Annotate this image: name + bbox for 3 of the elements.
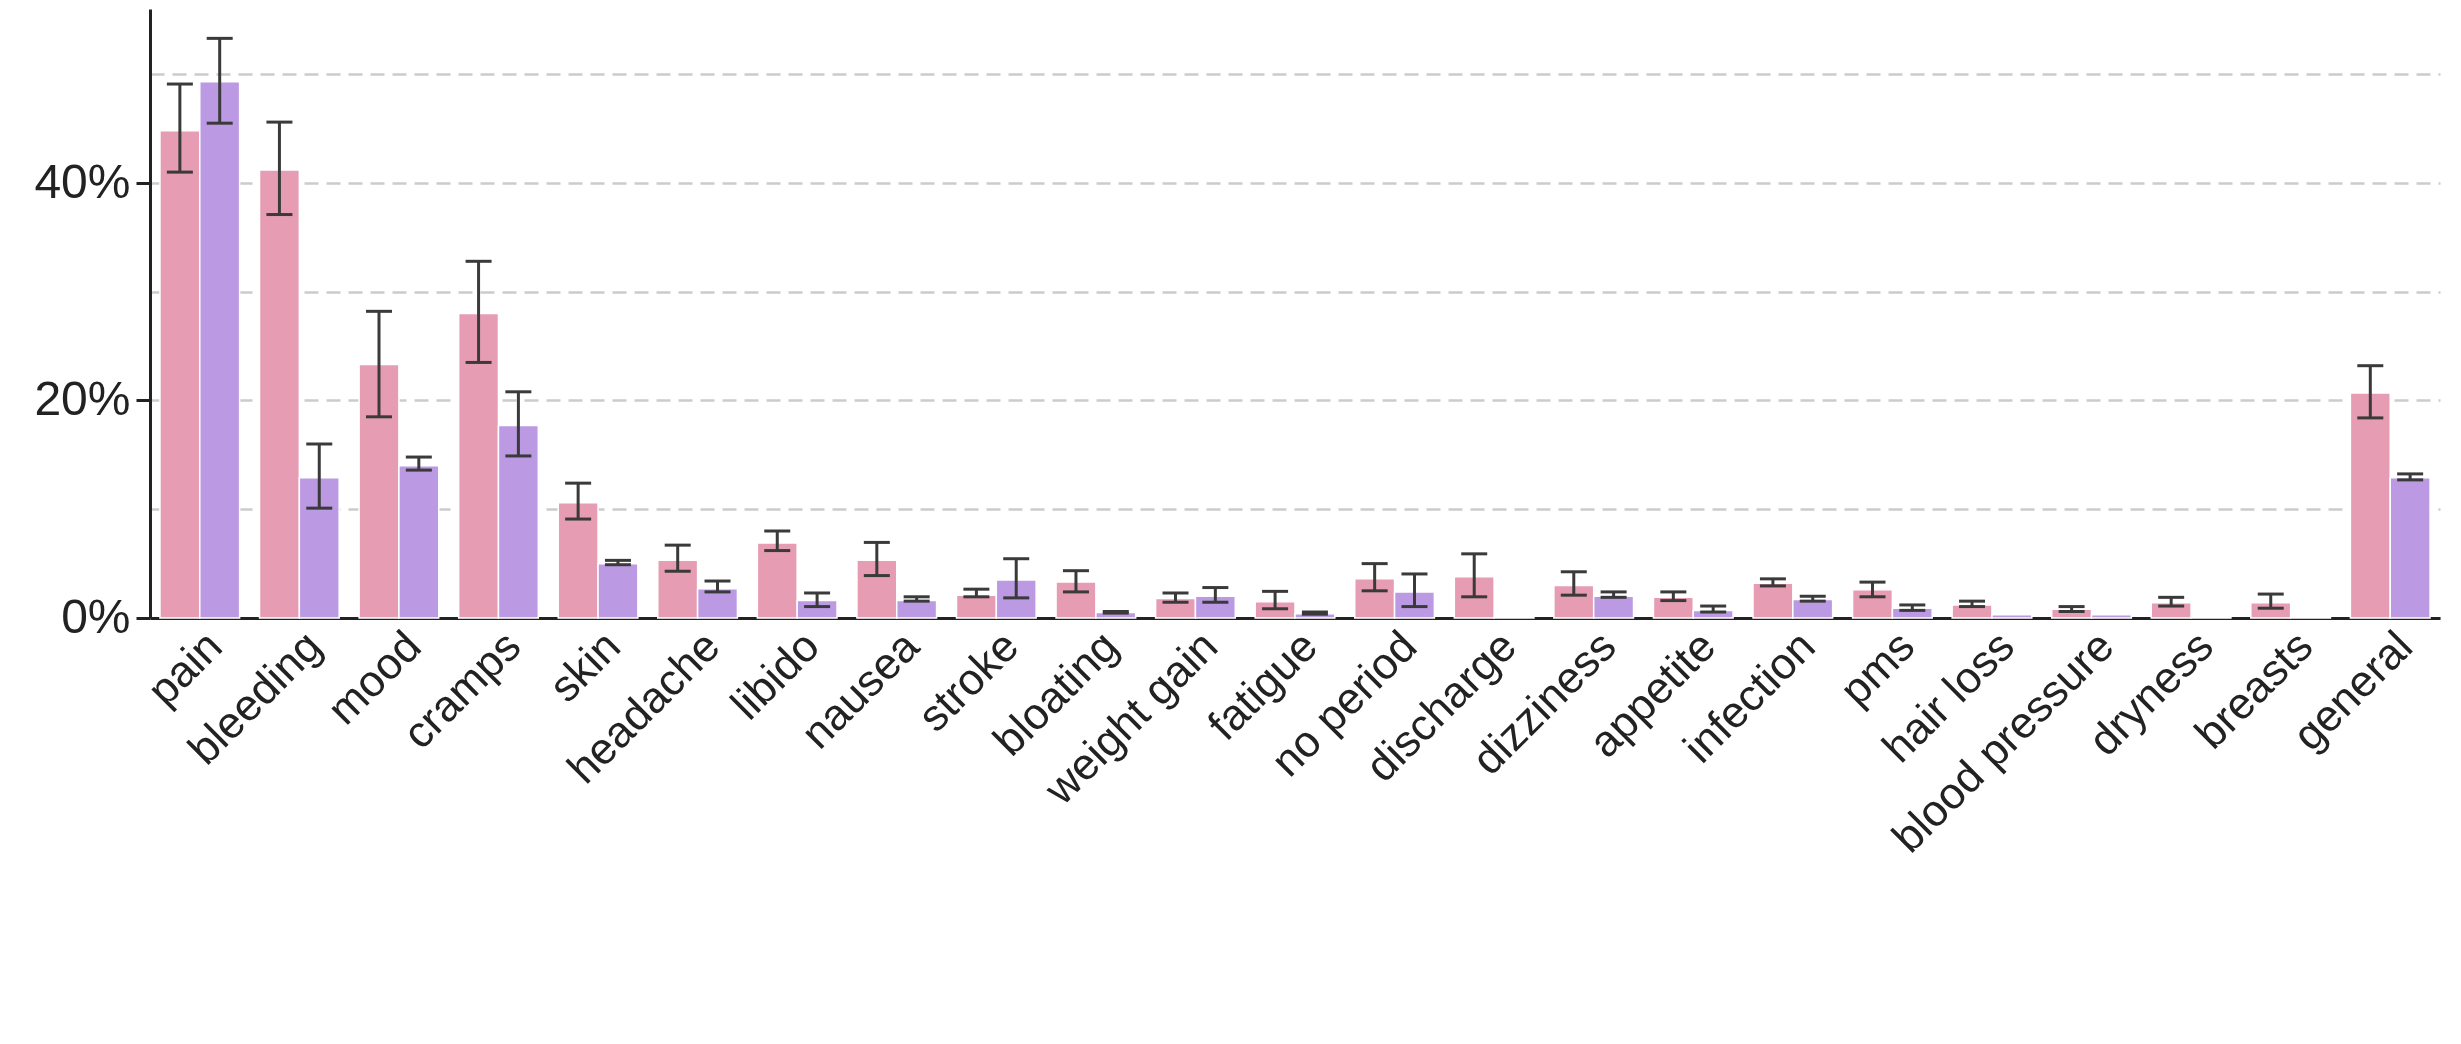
y-tick-label: 20% <box>34 372 131 425</box>
y-tick-label: 0% <box>61 589 131 643</box>
y-tick-label: 40% <box>34 154 131 208</box>
